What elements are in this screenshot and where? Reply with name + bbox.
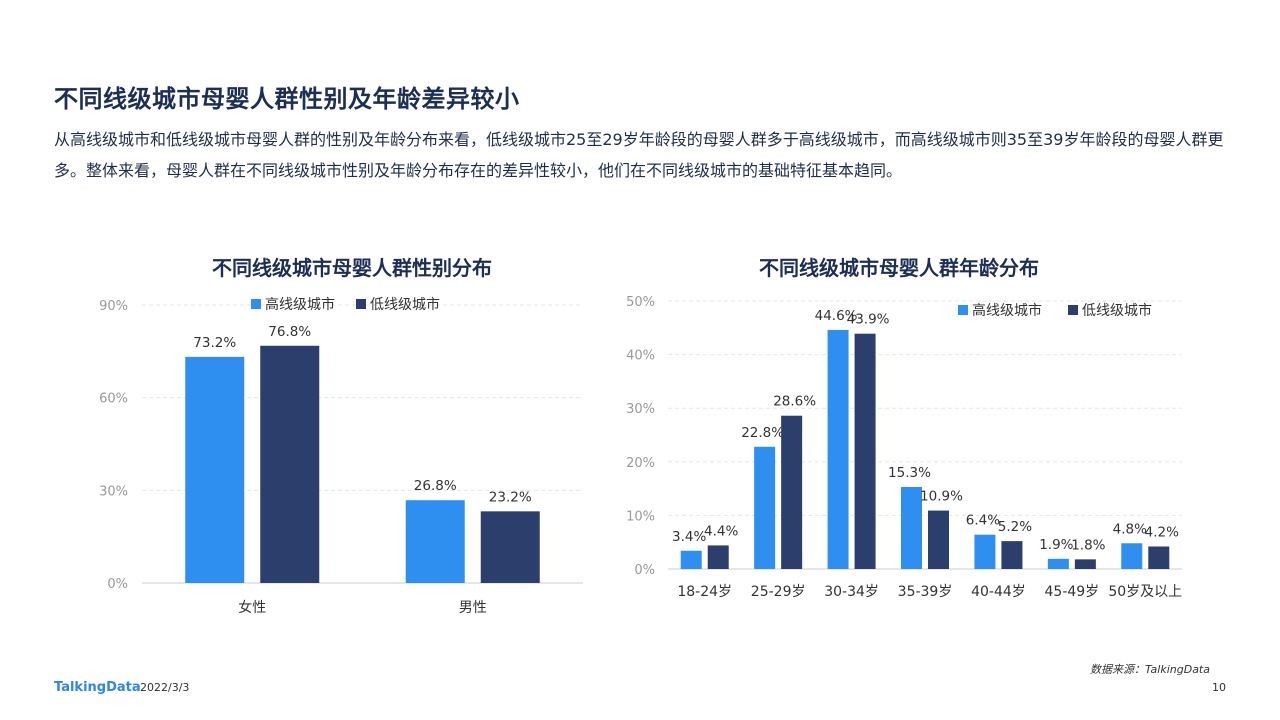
- data-label: 4.2%: [1145, 524, 1179, 540]
- legend-swatch: [356, 299, 366, 309]
- data-label: 26.8%: [414, 478, 457, 494]
- y-tick-label: 0%: [107, 577, 128, 592]
- bar-high-tier: [405, 500, 465, 583]
- data-label: 15.3%: [888, 465, 931, 481]
- x-category-label: 30-34岁: [824, 584, 879, 600]
- legend-label: 低线级城市: [1082, 302, 1152, 319]
- bar-high-tier: [974, 534, 996, 569]
- x-category-label: 45-49岁: [1045, 584, 1100, 600]
- data-label: 1.9%: [1039, 537, 1073, 553]
- data-label: 1.8%: [1071, 537, 1105, 553]
- summary-text: 从高线级城市和低线级城市母婴人群的性别及年龄分布来看，低线级城市25至29岁年龄…: [54, 130, 1224, 180]
- y-tick-label: 50%: [626, 295, 655, 310]
- legend-swatch: [251, 299, 261, 309]
- data-label: 3.4%: [672, 529, 706, 545]
- gender-chart: 不同线级城市母婴人群性别分布 0% 30% 60% 90% 73.2% 76.8% 女性 26.…: [99, 256, 583, 616]
- data-label: 22.8%: [741, 425, 784, 441]
- y-tick-label: 20%: [626, 456, 655, 471]
- bar-high-tier: [1121, 543, 1143, 569]
- page-number: 10: [1212, 681, 1226, 694]
- data-label: 76.8%: [268, 324, 311, 340]
- bar-high-tier: [185, 356, 245, 583]
- bar-low-tier: [1148, 546, 1170, 569]
- data-label: 4.4%: [704, 523, 738, 539]
- chart-title: 不同线级城市母婴人群性别分布: [212, 256, 492, 280]
- bar-low-tier: [260, 345, 320, 583]
- y-tick-label: 30%: [99, 484, 128, 499]
- data-label: 4.8%: [1113, 521, 1147, 537]
- y-tick-label: 60%: [99, 392, 128, 407]
- data-label: 44.6%: [815, 308, 858, 324]
- data-label: 6.4%: [966, 513, 1000, 529]
- x-category-label: 35-39岁: [898, 584, 953, 600]
- legend-swatch: [958, 305, 968, 315]
- x-category-label: 18-24岁: [677, 584, 732, 600]
- bar-low-tier: [1074, 559, 1096, 569]
- bar-low-tier: [781, 415, 803, 569]
- bar-high-tier: [1047, 558, 1069, 569]
- legend-label: 高线级城市: [265, 296, 335, 313]
- data-label: 23.2%: [489, 489, 532, 505]
- legend-swatch: [1068, 305, 1078, 315]
- x-category-label: 男性: [459, 600, 487, 616]
- bar-low-tier: [1001, 541, 1023, 569]
- y-tick-label: 30%: [626, 402, 655, 417]
- data-label: 5.2%: [998, 519, 1032, 535]
- data-label: 43.9%: [847, 312, 890, 328]
- bar-high-tier: [754, 446, 776, 569]
- brand-logo: TalkingData: [54, 680, 141, 695]
- legend-label: 低线级城市: [370, 296, 440, 313]
- data-label: 28.6%: [773, 394, 816, 410]
- age-chart: 不同线级城市母婴人群年龄分布 0% 10% 20% 30% 40% 50% 3.4%4.4% 1…: [626, 256, 1182, 600]
- x-category-label: 25-29岁: [751, 584, 806, 600]
- footer-date: 2022/3/3: [140, 681, 190, 694]
- bar-low-tier: [928, 510, 949, 569]
- y-tick-label: 10%: [626, 509, 655, 524]
- data-source: 数据来源：TalkingData: [1089, 663, 1210, 676]
- x-category-label: 40-44岁: [971, 584, 1026, 600]
- data-label: 10.9%: [920, 489, 963, 505]
- legend-label: 高线级城市: [972, 302, 1042, 319]
- chart-title: 不同线级城市母婴人群年龄分布: [759, 256, 1039, 280]
- y-tick-label: 40%: [626, 349, 655, 364]
- bar-high-tier: [901, 486, 922, 569]
- bar-low-tier: [480, 511, 540, 583]
- bar-high-tier: [680, 550, 702, 569]
- page-title: 不同线级城市母婴人群性别及年龄差异较小: [54, 85, 520, 113]
- y-tick-label: 90%: [99, 299, 128, 314]
- data-label: 73.2%: [193, 335, 236, 351]
- x-category-label: 50岁及以上: [1108, 584, 1182, 600]
- y-tick-label: 0%: [634, 563, 655, 578]
- bar-low-tier: [707, 545, 729, 569]
- bar-high-tier: [827, 329, 849, 569]
- x-category-label: 女性: [238, 599, 266, 616]
- bar-low-tier: [854, 333, 876, 569]
